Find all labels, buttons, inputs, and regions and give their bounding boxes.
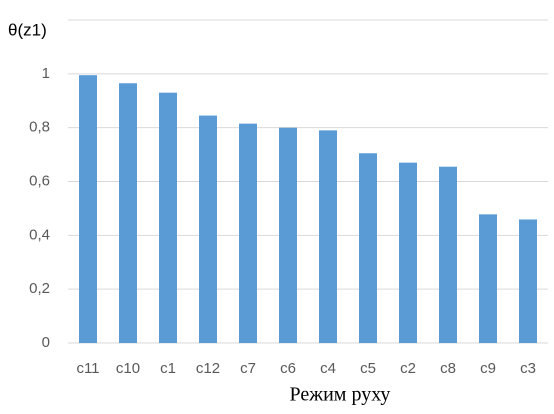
bar <box>279 127 297 344</box>
y-tick-label: 0,2 <box>29 280 50 297</box>
bar <box>239 123 257 343</box>
bar <box>359 153 377 343</box>
bar <box>199 115 217 343</box>
x-tick-label: c7 <box>240 360 256 377</box>
bar <box>399 162 417 343</box>
x-tick-label: c1 <box>160 360 176 377</box>
y-axis-label: θ(z1) <box>8 20 47 39</box>
x-tick-label: c9 <box>480 360 496 377</box>
y-tick-label: 0,8 <box>29 119 50 136</box>
bar <box>479 214 497 343</box>
x-tick-label: c8 <box>440 360 456 377</box>
bar <box>119 83 137 344</box>
bar <box>519 219 537 343</box>
y-tick-label: 0,4 <box>29 226 50 243</box>
x-tick-label: c4 <box>320 360 336 377</box>
x-axis-label: Режим руху <box>290 384 391 406</box>
x-tick-label: c5 <box>360 360 376 377</box>
x-tick-label: c6 <box>280 360 296 377</box>
x-tick-label: c3 <box>520 360 536 377</box>
y-tick-label: 0,6 <box>29 172 50 189</box>
bar <box>319 130 337 343</box>
bar <box>439 166 457 343</box>
bar <box>159 92 177 343</box>
y-tick-label: 0 <box>42 334 50 351</box>
bar <box>79 75 97 343</box>
x-tick-label: c12 <box>196 360 220 377</box>
x-tick-label: c10 <box>116 360 140 377</box>
y-tick-label: 1 <box>42 65 50 82</box>
x-tick-label: c11 <box>76 360 99 377</box>
x-tick-label: c2 <box>400 360 416 377</box>
